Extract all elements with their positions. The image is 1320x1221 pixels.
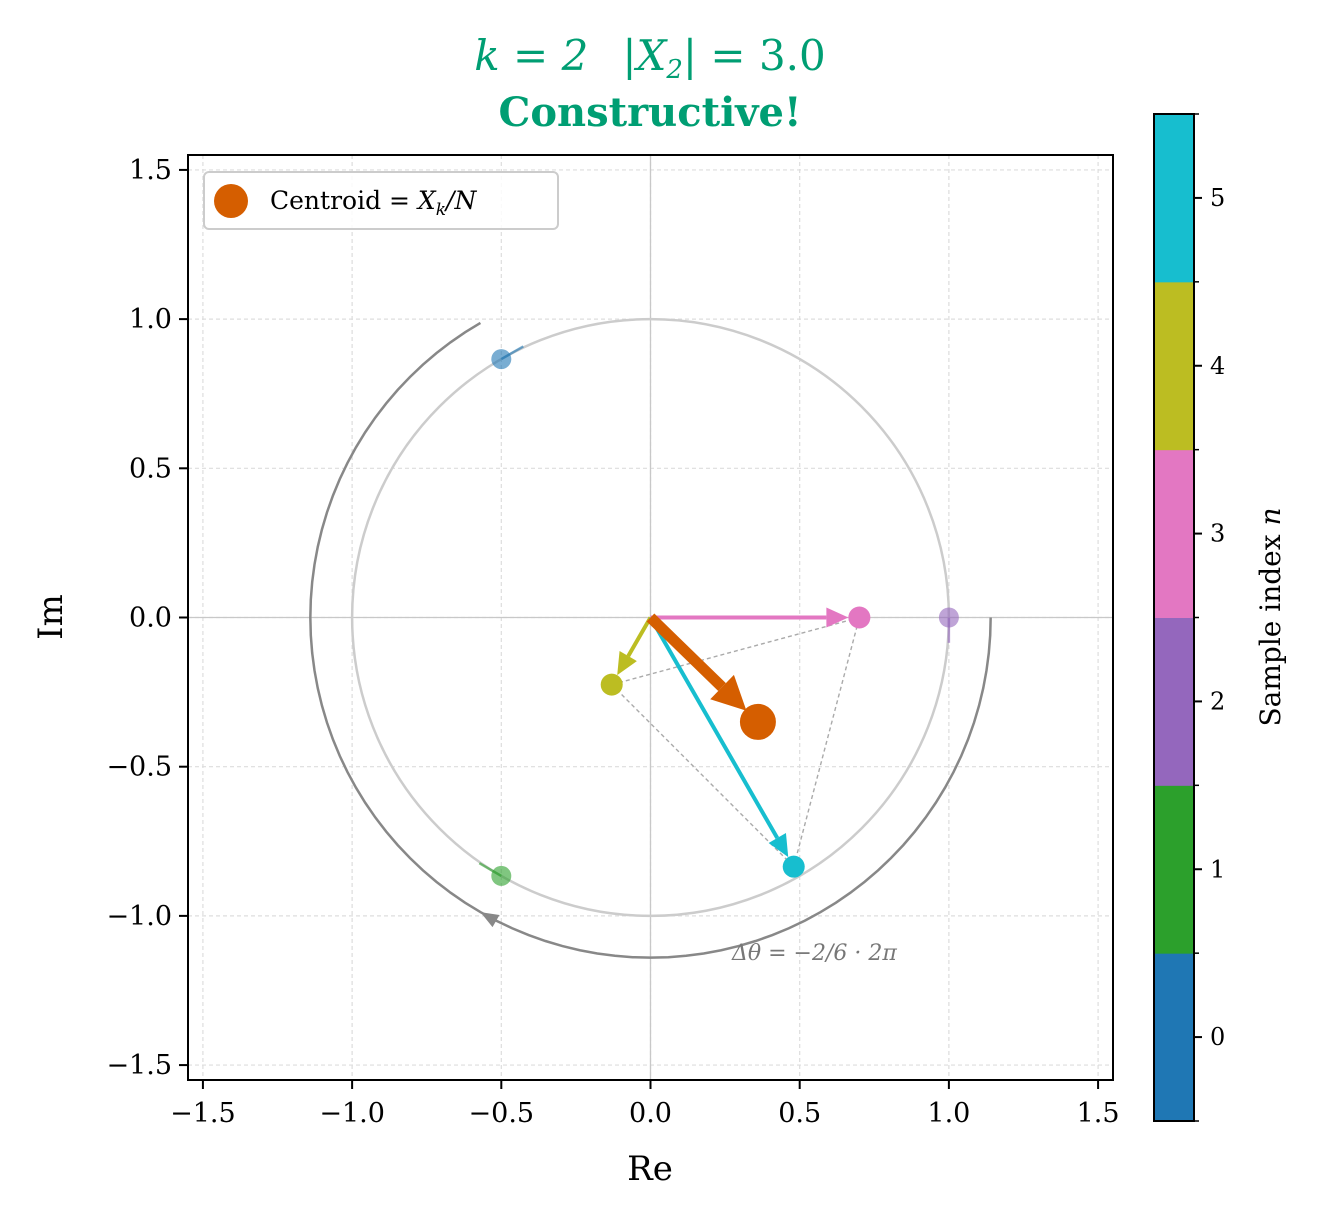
x-tick-label: 1.0 — [927, 1098, 970, 1129]
colorbar-tick-label: 4 — [1210, 352, 1225, 380]
x-tick-label: −1.5 — [170, 1098, 236, 1129]
rotation-arrowhead — [480, 912, 500, 928]
colorbar: 0 1 2 3 4 5 — [1153, 113, 1225, 1122]
legend-centroid-marker — [214, 184, 248, 218]
legend-box — [203, 171, 559, 230]
chart-title-line1: k = 2 |X2| = 3.0 — [474, 31, 826, 85]
data-layer — [309, 317, 992, 959]
rotation-annotation: Δθ = −2/6 · 2π — [731, 941, 897, 966]
y-tick-label: −1.5 — [106, 1050, 172, 1081]
sample-point — [600, 673, 623, 696]
centroid-point — [739, 703, 776, 740]
y-tick-label: 0.0 — [129, 603, 172, 634]
colorbar-tick-label: 0 — [1210, 1023, 1225, 1051]
faded-sample-point — [938, 607, 959, 628]
sample-connector-line — [611, 684, 795, 868]
colorbar-segment — [1154, 953, 1194, 1122]
x-tick-label: −0.5 — [469, 1098, 535, 1129]
colorbar-tick-label: 1 — [1210, 855, 1225, 883]
sample-connector-line — [793, 617, 861, 867]
x-axis-label: Re — [627, 1149, 673, 1189]
faded-sample-point — [491, 865, 512, 886]
sample-point — [782, 855, 805, 878]
chart-title-line2: Constructive! — [498, 89, 801, 136]
x-tick-label: 0.5 — [778, 1098, 821, 1129]
y-tick-label: 1.5 — [129, 155, 172, 186]
colorbar-tick-label: 3 — [1210, 520, 1225, 548]
sample-arrow-head — [617, 651, 637, 676]
legend: Centroid = Xk/N — [203, 171, 559, 230]
centroid-arrow-head — [710, 674, 747, 711]
sample-arrow-shaft — [626, 616, 653, 658]
legend-label: Centroid = Xk/N — [270, 186, 477, 220]
tick-layer: −1.5 −1.0 −0.5 0.0 0.5 1.0 1.5 −1.5 −1.0 −0.5 0.0 0… — [106, 155, 1119, 1129]
y-tick-label: 1.0 — [129, 304, 172, 335]
colorbar-label: Sample index n — [1254, 508, 1287, 727]
colorbar-segment — [1154, 114, 1194, 283]
colorbar-segment — [1154, 449, 1194, 618]
centroid-arrow-shaft — [646, 613, 726, 692]
colorbar-segment — [1154, 785, 1194, 954]
y-axis-label: Im — [31, 594, 71, 640]
sample-arrow-head — [826, 607, 849, 628]
x-tick-label: 0.0 — [629, 1098, 672, 1129]
sample-arrow-head — [768, 833, 789, 858]
sample-point — [848, 606, 871, 629]
colorbar-tick-label: 2 — [1210, 687, 1225, 715]
y-tick-label: −1.0 — [106, 901, 172, 932]
x-tick-label: −1.0 — [319, 1098, 385, 1129]
sample-connector-line — [611, 616, 860, 686]
colorbar-segment — [1154, 617, 1194, 786]
y-tick-label: −0.5 — [106, 752, 172, 783]
rotation-arc — [309, 321, 992, 959]
colorbar-tick-label: 5 — [1210, 184, 1225, 212]
faded-sample-point — [491, 349, 512, 370]
sample-arrow-shaft — [648, 616, 780, 840]
x-tick-label: 1.5 — [1077, 1098, 1120, 1129]
y-tick-label: 0.5 — [129, 453, 172, 484]
colorbar-segment — [1154, 281, 1194, 451]
